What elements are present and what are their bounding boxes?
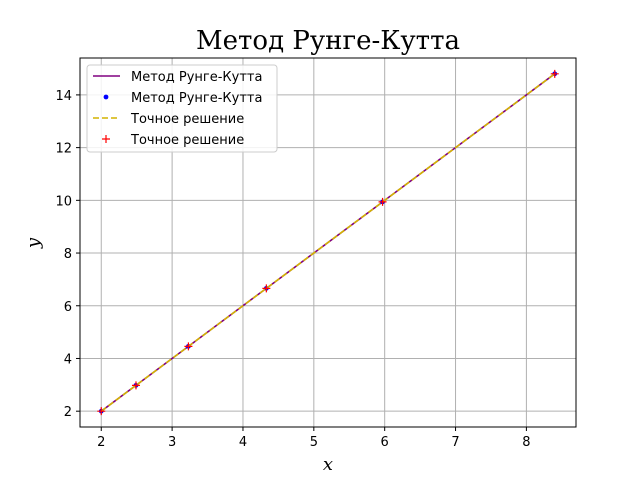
- x-tick-label: 6: [381, 435, 389, 450]
- plus-marker: [97, 407, 106, 416]
- legend-item-1: Метод Рунге-Кутта: [103, 91, 262, 106]
- x-tick-label: 3: [168, 435, 176, 450]
- y-tick-label: 8: [64, 247, 72, 262]
- series-2: [100, 73, 556, 412]
- legend-label: Метод Рунге-Кутта: [131, 70, 262, 85]
- grid: [80, 58, 576, 427]
- legend: Метод Рунге-Кутта Метод Рунге-Кутта Точное…: [86, 64, 278, 153]
- series-3: [97, 69, 559, 416]
- y-axis-ticks: 2 4 6 8 10 12 14: [55, 89, 80, 420]
- y-tick-label: 4: [64, 352, 72, 367]
- legend-swatch: [102, 135, 110, 143]
- plus-marker: [262, 284, 271, 293]
- plus-marker: [131, 381, 140, 390]
- series-line: [100, 73, 556, 412]
- legend-item-2: Точное решение: [93, 112, 244, 127]
- x-axis-label: x: [323, 454, 333, 475]
- legend-box: [86, 64, 278, 153]
- y-axis-label: y: [23, 237, 44, 249]
- x-axis-ticks: 2 3 4 5 6 7 8: [97, 427, 531, 450]
- x-tick-label: 2: [97, 435, 105, 450]
- legend-item-3: Точное решение: [102, 133, 244, 148]
- plus-marker: [378, 197, 387, 206]
- plot-frame: [79, 57, 577, 428]
- y-tick-label: 6: [64, 300, 72, 315]
- legend-item-0: Метод Рунге-Кутта: [93, 70, 262, 85]
- x-tick-label: 7: [451, 435, 459, 450]
- legend-label: Точное решение: [130, 112, 244, 127]
- plus-marker: [550, 69, 559, 78]
- series-layer: [97, 69, 559, 416]
- legend-swatch: [103, 94, 109, 100]
- plus-marker: [184, 342, 193, 351]
- y-tick-label: 14: [55, 89, 72, 104]
- y-tick-label: 10: [55, 194, 72, 209]
- y-tick-label: 12: [55, 142, 72, 157]
- y-tick-label: 2: [64, 405, 72, 420]
- x-tick-label: 5: [310, 435, 318, 450]
- x-tick-label: 4: [239, 435, 247, 450]
- x-tick-label: 8: [522, 435, 530, 450]
- legend-label: Точное решение: [130, 133, 244, 148]
- legend-label: Метод Рунге-Кутта: [131, 91, 262, 106]
- chart-title: Метод Рунге-Кутта: [196, 26, 460, 56]
